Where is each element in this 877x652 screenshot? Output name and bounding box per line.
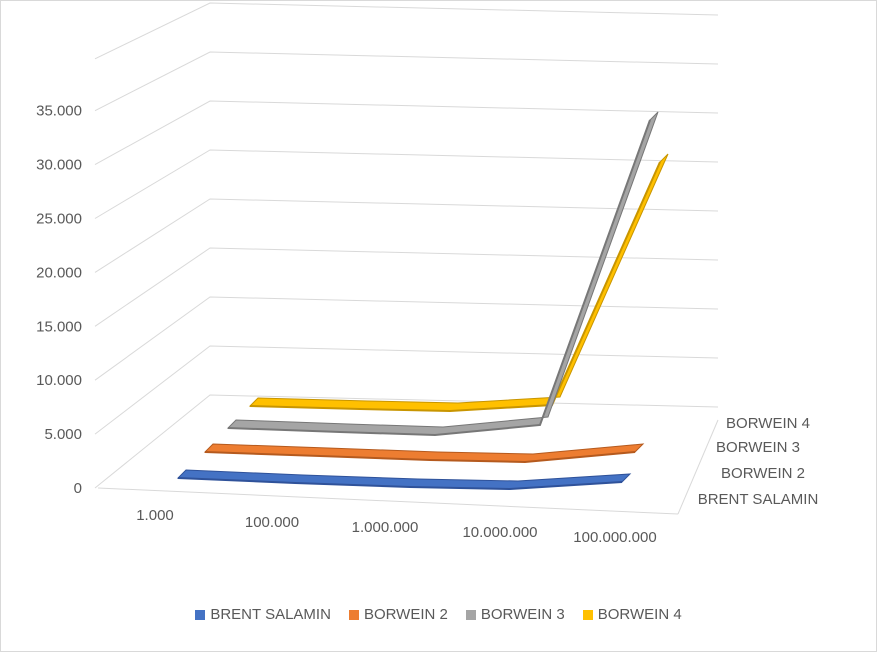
gridline bbox=[94, 2, 719, 60]
legend-label: BRENT SALAMIN bbox=[210, 606, 331, 623]
floor-edge bbox=[677, 419, 719, 515]
x-tick-label: 100.000.000 bbox=[573, 529, 656, 546]
legend-item: BORWEIN 4 bbox=[582, 606, 682, 623]
legend-label: BORWEIN 4 bbox=[597, 606, 682, 623]
gridline bbox=[94, 198, 719, 273]
legend-swatch bbox=[195, 609, 206, 620]
series-line bbox=[227, 119, 651, 437]
gridline bbox=[94, 247, 719, 327]
x-tick-label: 1.000.000 bbox=[352, 519, 419, 536]
gridline bbox=[94, 100, 719, 166]
series-depth-label: BORWEIN 3 bbox=[716, 439, 800, 456]
series-depth-label: BORWEIN 4 bbox=[726, 415, 810, 432]
y-tick-label: 20.000 bbox=[36, 264, 82, 281]
y-tick-label: 10.000 bbox=[36, 372, 82, 389]
y-tick-label: 5.000 bbox=[44, 426, 82, 443]
series-depth-label: BRENT SALAMIN bbox=[698, 491, 819, 508]
legend-item: BORWEIN 3 bbox=[465, 606, 565, 623]
chart-plot: 0 5.000 10.000 15.000 20.000 25.000 30.000 35.0… bbox=[36, 2, 819, 546]
legend-swatch bbox=[348, 609, 359, 620]
series-line bbox=[249, 161, 661, 413]
gridline bbox=[94, 51, 719, 112]
series-ribbon bbox=[248, 153, 669, 412]
gridline bbox=[94, 345, 719, 435]
legend-swatch bbox=[465, 609, 476, 620]
legend-item: BRENT SALAMIN bbox=[195, 606, 331, 623]
series-line bbox=[177, 477, 623, 491]
series-depth-label: BORWEIN 2 bbox=[721, 465, 805, 482]
gridline bbox=[94, 296, 719, 381]
legend-item: BORWEIN 2 bbox=[348, 606, 448, 623]
gridline bbox=[94, 149, 719, 219]
legend-label: BORWEIN 3 bbox=[480, 606, 565, 623]
y-tick-label: 30.000 bbox=[36, 157, 82, 174]
x-tick-label: 1.000 bbox=[136, 507, 174, 524]
y-tick-label: 25.000 bbox=[36, 211, 82, 228]
x-tick-label: 10.000.000 bbox=[462, 524, 537, 541]
y-tick-label: 15.000 bbox=[36, 318, 82, 335]
series-ribbon bbox=[226, 111, 659, 436]
y-tick-label: 35.000 bbox=[36, 103, 82, 120]
legend: BRENT SALAMIN BORWEIN 2 BORWEIN 3 BORWEIN 4 bbox=[0, 606, 877, 623]
series-line bbox=[204, 451, 636, 464]
floor-edge bbox=[97, 487, 679, 515]
x-tick-label: 100.000 bbox=[245, 514, 299, 531]
y-tick-label: 0 bbox=[74, 480, 82, 497]
legend-swatch bbox=[582, 609, 593, 620]
legend-label: BORWEIN 2 bbox=[363, 606, 448, 623]
